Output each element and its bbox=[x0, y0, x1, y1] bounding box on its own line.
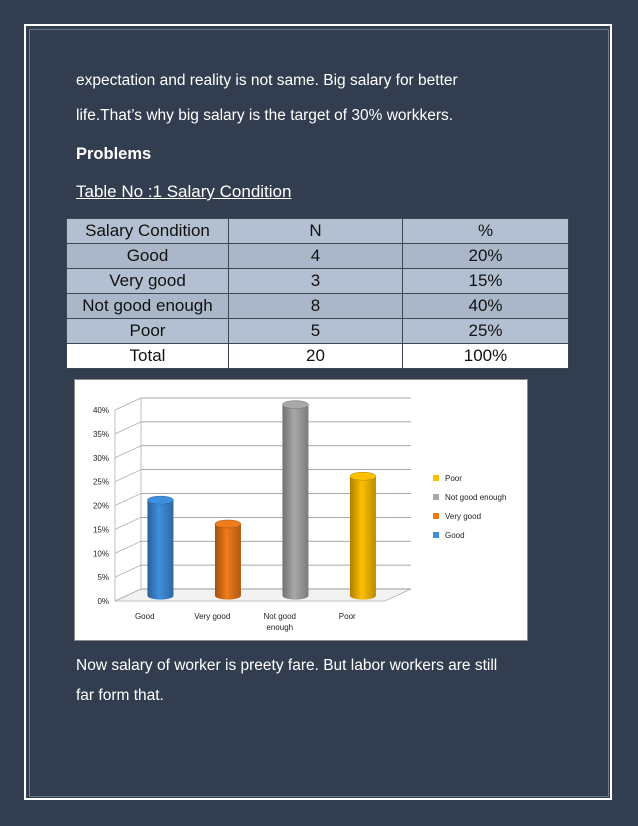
bar-top bbox=[349, 471, 377, 481]
y-tick-label: 40% bbox=[93, 406, 109, 415]
table-cell: 5 bbox=[228, 318, 403, 344]
gridline-side bbox=[114, 588, 142, 602]
table-cell: 3 bbox=[228, 268, 403, 294]
table-cell: 40% bbox=[402, 293, 569, 319]
chart-canvas: 0% 5% 10% 15% 20% 25% 30% 35% 40% Good Very good No… bbox=[93, 397, 506, 632]
table-row: Poor 5 25% bbox=[66, 318, 569, 344]
table-cell: 25% bbox=[402, 318, 569, 344]
paragraph-top-line-2: life.That’s why big salary is the target… bbox=[76, 107, 454, 124]
legend-swatch bbox=[433, 532, 439, 538]
table-total-row: Total 20 100% bbox=[66, 343, 569, 369]
table-cell: Not good enough bbox=[66, 293, 229, 319]
bar-top bbox=[214, 519, 242, 529]
table-row: Good 4 20% bbox=[66, 243, 569, 269]
table-row: Not good enough 8 40% bbox=[66, 293, 569, 319]
gridline-side bbox=[114, 540, 142, 554]
table-cell: Very good bbox=[66, 268, 229, 294]
y-tick-label: 5% bbox=[97, 573, 109, 582]
table-cell: Poor bbox=[66, 318, 229, 344]
paragraph-bottom-line-2: far form that. bbox=[76, 687, 164, 704]
page-border bbox=[24, 24, 612, 800]
x-tick-label: Not good bbox=[264, 612, 296, 621]
legend-label: Poor bbox=[445, 474, 462, 483]
table-header-cell: Salary Condition bbox=[66, 218, 229, 244]
table-cell: Total bbox=[66, 343, 229, 369]
table-cell: 20% bbox=[402, 243, 569, 269]
table-cell: 4 bbox=[228, 243, 403, 269]
paragraph-bottom-line-1: Now salary of worker is preety fare. But… bbox=[76, 657, 498, 674]
x-tick-label: Very good bbox=[194, 612, 230, 621]
table-header-cell: N bbox=[228, 218, 403, 244]
y-tick-label: 10% bbox=[93, 549, 109, 558]
page-inner-border bbox=[29, 29, 609, 797]
legend-label: Not good enough bbox=[445, 493, 506, 502]
legend-swatch bbox=[433, 475, 439, 481]
gridline-side bbox=[114, 445, 142, 459]
bar-top bbox=[282, 400, 309, 409]
y-tick-label: 0% bbox=[97, 597, 109, 606]
y-tick-label: 30% bbox=[93, 454, 109, 463]
y-tick-label: 35% bbox=[93, 430, 109, 439]
x-tick-label: Poor bbox=[339, 612, 356, 621]
table-header-cell: % bbox=[402, 218, 569, 244]
table-cell: 8 bbox=[228, 293, 403, 319]
legend-swatch bbox=[433, 494, 439, 500]
gridline-side bbox=[114, 517, 142, 530]
table-cell: Good bbox=[66, 243, 229, 269]
table-cell: 15% bbox=[402, 268, 569, 294]
table-title: Table No :1 Salary Condition bbox=[76, 182, 292, 201]
y-tick-label: 20% bbox=[93, 502, 109, 511]
gridline-side bbox=[114, 397, 142, 411]
paragraph-top-line-1: expectation and reality is not same. Big… bbox=[76, 72, 458, 89]
x-tick-label: Good bbox=[135, 612, 155, 621]
gridline-side bbox=[114, 421, 142, 435]
salary-chart: 0% 5% 10% 15% 20% 25% 30% 35% 40% Good Very good No… bbox=[74, 379, 528, 641]
legend-label: Very good bbox=[445, 512, 481, 521]
table-cell: 20 bbox=[228, 343, 403, 369]
bar bbox=[147, 500, 174, 600]
legend-swatch bbox=[433, 513, 439, 519]
table-row: Very good 3 15% bbox=[66, 268, 569, 294]
gridline-side bbox=[114, 469, 142, 482]
bar bbox=[349, 476, 376, 600]
y-tick-label: 15% bbox=[93, 525, 109, 534]
bar bbox=[282, 404, 309, 600]
salary-condition-table: Salary Condition N % Good 4 20% Very goo… bbox=[66, 218, 569, 369]
bar-top bbox=[147, 495, 174, 505]
legend-label: Good bbox=[445, 531, 465, 540]
y-tick-label: 25% bbox=[93, 478, 109, 487]
table-cell: 100% bbox=[402, 343, 569, 369]
table-header-row: Salary Condition N % bbox=[66, 218, 569, 244]
bar bbox=[214, 523, 241, 600]
section-heading: Problems bbox=[76, 145, 152, 163]
x-tick-label: enough bbox=[266, 623, 293, 632]
gridline-side bbox=[114, 493, 142, 506]
gridline-side bbox=[114, 564, 142, 578]
